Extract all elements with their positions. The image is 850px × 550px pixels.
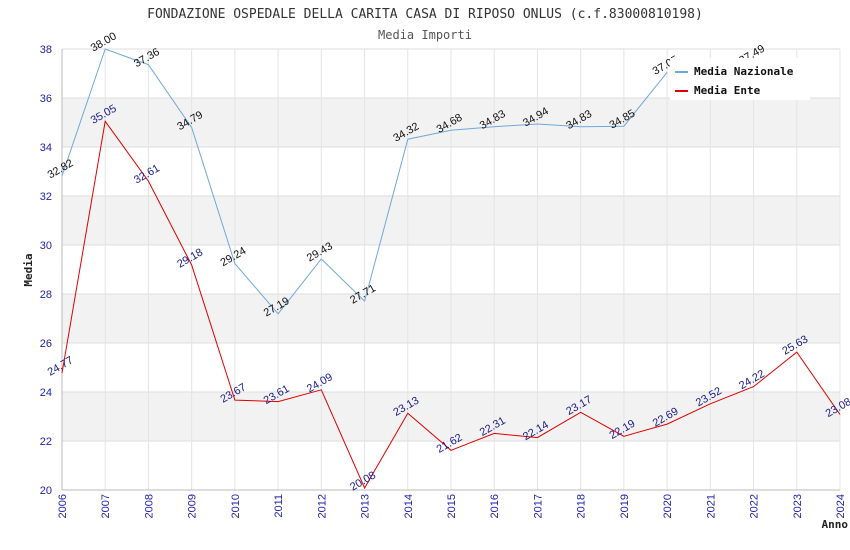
x-tick-label: 2009 xyxy=(187,494,199,518)
y-tick-label: 26 xyxy=(40,338,52,350)
x-tick-label: 2017 xyxy=(532,494,544,518)
x-tick-label: 2020 xyxy=(662,494,674,518)
y-tick-label: 22 xyxy=(40,436,52,448)
x-tick-label: 2023 xyxy=(792,494,804,518)
x-tick-label: 2019 xyxy=(619,494,631,518)
x-tick-label: 2010 xyxy=(230,494,242,518)
x-tick-label: 2007 xyxy=(100,494,112,518)
y-axis-label: Media xyxy=(22,253,35,286)
series-lines xyxy=(61,49,841,490)
chart-title: FONDAZIONE OSPEDALE DELLA CARITA CASA DI… xyxy=(147,7,703,22)
y-tick-label: 36 xyxy=(40,93,52,105)
y-tick-label: 34 xyxy=(40,142,52,154)
x-tick-label: 2016 xyxy=(489,494,501,518)
y-tick-label: 32 xyxy=(40,191,52,203)
legend-label-nazionale: Media Nazionale xyxy=(694,65,794,78)
x-tick-label: 2022 xyxy=(749,494,761,518)
x-tick-label: 2021 xyxy=(705,494,717,518)
y-tick-label: 24 xyxy=(40,387,52,399)
legend: Media Nazionale Media Ente xyxy=(670,58,810,100)
legend-background xyxy=(670,58,810,100)
x-tick-label: 2014 xyxy=(403,494,415,518)
x-tick-label: 2006 xyxy=(57,494,69,518)
x-tick-label: 2008 xyxy=(143,494,155,518)
legend-label-ente: Media Ente xyxy=(694,84,761,97)
y-tick-label: 20 xyxy=(40,485,52,497)
x-tick-label: 2011 xyxy=(273,494,285,518)
chart-subtitle: Media Importi xyxy=(378,28,472,42)
x-tick-label: 2013 xyxy=(360,494,372,518)
y-tick-label: 38 xyxy=(40,44,52,56)
x-axis-label: Anno xyxy=(822,518,849,531)
grid-bands xyxy=(61,48,841,491)
x-tick-label: 2015 xyxy=(446,494,458,518)
x-tick-label: 2018 xyxy=(576,494,588,518)
y-tick-label: 28 xyxy=(40,289,52,301)
x-tick-label: 2024 xyxy=(835,494,847,518)
series-line-media-ente xyxy=(61,120,841,490)
y-tick-label: 30 xyxy=(40,240,52,252)
x-tick-label: 2012 xyxy=(316,494,328,518)
